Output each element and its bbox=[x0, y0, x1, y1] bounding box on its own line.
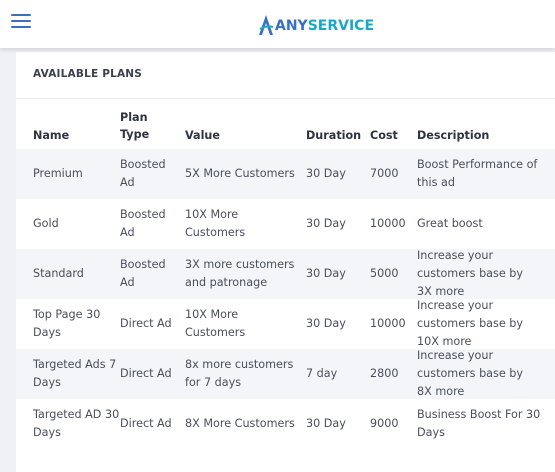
logo-wordmark: ANYSERVICE bbox=[275, 16, 374, 36]
cell-value: 10X More Customers bbox=[185, 208, 246, 239]
cell-cost: 10000 bbox=[370, 317, 406, 330]
table-row[interactable]: Targeted Ads 7 Days Direct Ad 8x more cu… bbox=[16, 349, 555, 399]
cell-name: Gold bbox=[33, 217, 59, 230]
cell-duration: 7 day bbox=[306, 367, 338, 380]
cell-value: 8x more customers for 7 days bbox=[185, 358, 294, 389]
cell-value: 5X More Customers bbox=[185, 167, 295, 180]
table-row[interactable]: Targeted AD 30 Days Direct Ad 8X More Cu… bbox=[16, 399, 555, 449]
cell-cost: 10000 bbox=[370, 217, 406, 230]
cell-name: Targeted AD 30 Days bbox=[33, 408, 120, 439]
plans-card-header: AVAILABLE PLANS bbox=[16, 52, 555, 99]
logo-any-text: ANY bbox=[275, 18, 308, 34]
column-header-value: Value bbox=[185, 129, 220, 142]
cell-plan-type: Boosted Ad bbox=[120, 158, 166, 189]
cell-cost: 7000 bbox=[370, 167, 399, 180]
cell-description: Great boost bbox=[417, 217, 483, 230]
table-row[interactable]: Top Page 30 Days Direct Ad 10X More Cust… bbox=[16, 299, 555, 349]
cell-plan-type: Direct Ad bbox=[120, 367, 172, 380]
cell-name: Targeted Ads 7 Days bbox=[33, 358, 117, 389]
top-navbar: ANYSERVICE bbox=[0, 0, 555, 48]
column-header-cost: Cost bbox=[370, 129, 398, 142]
cell-value: 3X more customers and patronage bbox=[185, 258, 295, 289]
cell-duration: 30 Day bbox=[306, 217, 346, 230]
cell-description: Boost Performance of this ad bbox=[417, 158, 538, 189]
table-row[interactable]: Standard Boosted Ad 3X more customers an… bbox=[16, 249, 555, 299]
logo-service-text: SERVICE bbox=[307, 18, 375, 34]
column-header-description: Description bbox=[417, 129, 490, 142]
cell-cost: 9000 bbox=[370, 417, 399, 430]
plans-card: AVAILABLE PLANS Name Plan Type Value Dur… bbox=[16, 52, 555, 472]
cell-duration: 30 Day bbox=[306, 417, 346, 430]
cell-cost: 5000 bbox=[370, 267, 399, 280]
cell-name: Top Page 30 Days bbox=[33, 308, 101, 339]
cell-description: Increase your customers base by 8X more bbox=[417, 349, 524, 398]
table-row[interactable]: Gold Boosted Ad 10X More Customers 30 Da… bbox=[16, 199, 555, 249]
column-header-plan-type-line1: Plan bbox=[120, 111, 148, 124]
cell-plan-type: Boosted Ad bbox=[120, 208, 166, 239]
column-header-duration: Duration bbox=[306, 129, 362, 142]
plans-title: AVAILABLE PLANS bbox=[33, 68, 143, 80]
cell-description: Business Boost For 30 Days bbox=[417, 408, 541, 439]
cell-description: Increase your customers base by 10X more bbox=[417, 299, 524, 348]
cell-value: 10X More Customers bbox=[185, 308, 246, 339]
column-header-name: Name bbox=[33, 129, 70, 142]
cell-value: 8X More Customers bbox=[185, 417, 295, 430]
hamburger-menu-icon[interactable] bbox=[11, 13, 31, 29]
cell-duration: 30 Day bbox=[306, 267, 346, 280]
cell-plan-type: Direct Ad bbox=[120, 317, 172, 330]
column-header-plan-type-line2: Type bbox=[120, 128, 150, 141]
cell-duration: 30 Day bbox=[306, 317, 346, 330]
logo-mark-icon bbox=[259, 15, 274, 35]
table-row[interactable]: Premium Boosted Ad 5X More Customers 30 … bbox=[16, 149, 555, 199]
cell-plan-type: Boosted Ad bbox=[120, 258, 166, 289]
cell-description: Increase your customers base by 3X more bbox=[417, 249, 524, 298]
column-header-plan-type: Plan Type bbox=[120, 109, 149, 143]
table-header-row: Name Plan Type Value Duration Cost Descr… bbox=[16, 99, 555, 149]
app-logo[interactable]: ANYSERVICE bbox=[258, 12, 374, 36]
cell-plan-type: Direct Ad bbox=[120, 417, 172, 430]
cell-cost: 2800 bbox=[370, 367, 399, 380]
cell-name: Premium bbox=[33, 167, 83, 180]
cell-name: Standard bbox=[33, 267, 84, 280]
cell-duration: 30 Day bbox=[306, 167, 346, 180]
